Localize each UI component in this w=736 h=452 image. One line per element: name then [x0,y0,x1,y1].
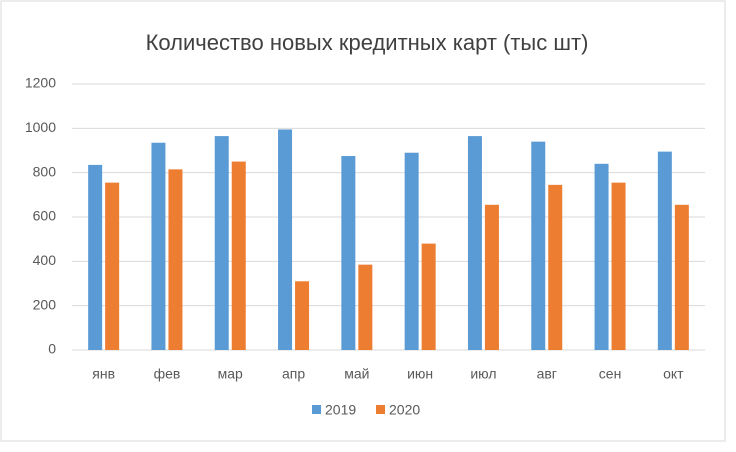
bar [594,163,609,350]
x-tick-label: сен [599,366,622,382]
bar [467,136,482,350]
x-tick-label: янв [92,366,115,382]
x-tick-label: окт [663,366,684,382]
x-tick-label: апр [282,366,305,382]
bar [168,169,183,350]
bar [341,156,356,350]
y-tick-label: 400 [33,252,57,268]
bar [105,182,120,350]
bar [674,204,689,350]
bar [611,182,626,350]
y-tick-label: 600 [33,208,57,224]
legend-label: 2019 [325,402,356,418]
bar [358,264,373,350]
x-tick-label: фев [154,366,181,382]
x-tick-label: авг [537,366,557,382]
bar [231,161,246,350]
bar [295,281,310,350]
bar [548,184,563,350]
bar [214,136,229,350]
x-tick-label: июл [470,366,496,382]
x-tick-label: май [344,366,369,382]
chart-title: Количество новых кредитных карт (тыс шт) [146,30,589,55]
bar [278,129,293,350]
bar [484,204,499,350]
y-tick-label: 1000 [25,119,56,135]
x-tick-label: июн [407,366,433,382]
legend-swatch [312,405,321,414]
bar [88,164,103,350]
legend-label: 2020 [389,402,420,418]
bar [151,142,166,350]
legend-swatch [376,405,385,414]
y-tick-label: 0 [48,341,56,357]
bar [404,152,419,350]
y-tick-label: 200 [33,296,57,312]
bar [421,243,436,350]
bar [531,141,546,350]
y-tick-label: 1200 [25,75,56,91]
bar [657,151,672,350]
x-tick-label: мар [218,366,243,382]
y-tick-label: 800 [33,163,57,179]
